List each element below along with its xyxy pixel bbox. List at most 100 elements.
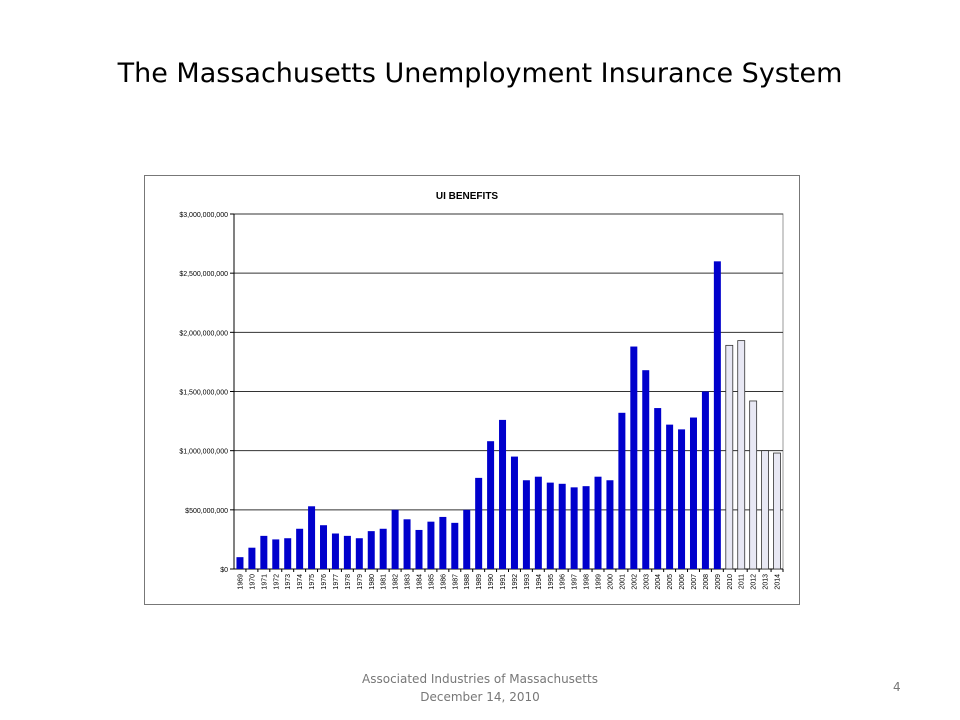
x-tick-label: 1990 bbox=[488, 574, 495, 590]
bar-1980 bbox=[367, 531, 375, 569]
bar-1987 bbox=[451, 522, 459, 569]
bar-1993 bbox=[522, 480, 530, 569]
bar-1985 bbox=[427, 521, 435, 569]
chart-svg: UI BENEFITS $0 $500,000,000 $1,000,000,000… bbox=[179, 191, 784, 590]
bar-1984 bbox=[415, 529, 423, 569]
x-tick-label: 1976 bbox=[321, 574, 328, 590]
bar-1970 bbox=[248, 547, 256, 569]
x-tick-label: 1984 bbox=[416, 574, 423, 590]
x-tick-label: 2003 bbox=[643, 574, 650, 590]
x-tick-label: 1985 bbox=[428, 574, 435, 590]
bar-1986 bbox=[439, 516, 447, 569]
x-tick-label: 1995 bbox=[548, 574, 555, 590]
y-tick-label: $0 bbox=[220, 567, 228, 574]
x-tick-label: 2001 bbox=[619, 574, 626, 590]
bar-projected-2010 bbox=[725, 344, 734, 570]
bar-1978 bbox=[343, 535, 351, 569]
bar-1997 bbox=[570, 487, 578, 569]
x-tick-label: 1973 bbox=[285, 574, 292, 590]
x-tick-label: 2013 bbox=[763, 574, 770, 590]
x-tick-label: 2004 bbox=[655, 574, 662, 590]
x-tick-label: 2010 bbox=[727, 574, 734, 590]
bar-1974 bbox=[296, 528, 304, 569]
bar-1981 bbox=[379, 528, 387, 569]
bar-2005 bbox=[666, 424, 674, 569]
x-tick-label: 1977 bbox=[333, 574, 340, 590]
y-tick-label: $2,500,000,000 bbox=[179, 271, 228, 278]
bar-projected-2011 bbox=[737, 340, 746, 570]
bar-1994 bbox=[534, 476, 542, 569]
x-tick-label: 1981 bbox=[381, 574, 388, 590]
bar-projected-2014 bbox=[773, 452, 781, 570]
x-tick-label: 1978 bbox=[345, 574, 352, 590]
x-tick-label: 1975 bbox=[309, 574, 316, 590]
y-tick-label: $2,000,000,000 bbox=[179, 330, 228, 337]
bar-1988 bbox=[463, 509, 471, 569]
y-tick-label: $500,000,000 bbox=[185, 508, 228, 515]
bar-projected-2013 bbox=[761, 450, 769, 570]
x-tick-label: 2005 bbox=[667, 574, 674, 590]
x-tick-label: 1993 bbox=[524, 574, 531, 590]
x-tick-label: 1999 bbox=[596, 574, 603, 590]
x-tick-label: 1997 bbox=[572, 574, 579, 590]
page-number: 4 bbox=[893, 680, 901, 694]
bar-2008 bbox=[701, 391, 709, 569]
x-tick-label: 1986 bbox=[440, 574, 447, 590]
bar-1983 bbox=[403, 519, 411, 569]
x-tick-label: 1979 bbox=[357, 574, 364, 590]
bar-1973 bbox=[284, 538, 292, 569]
x-tick-label: 1998 bbox=[584, 574, 591, 590]
x-tick-label: 1972 bbox=[273, 574, 280, 590]
bar-1972 bbox=[272, 539, 280, 569]
y-tick-label: $1,000,000,000 bbox=[179, 449, 228, 456]
bar-1992 bbox=[510, 456, 518, 569]
bar-1982 bbox=[391, 509, 399, 569]
x-tick-label: 2002 bbox=[631, 574, 638, 590]
x-tick-label: 1969 bbox=[237, 574, 244, 590]
bar-1971 bbox=[260, 535, 268, 569]
ui-benefits-chart: UI BENEFITS $0 $500,000,000 $1,000,000,000… bbox=[144, 175, 800, 605]
x-tick-label: 1996 bbox=[560, 574, 567, 590]
bar-2004 bbox=[654, 408, 662, 569]
bar-2001 bbox=[618, 412, 626, 569]
x-tick-label: 2014 bbox=[775, 574, 782, 590]
bar-2009 bbox=[713, 261, 721, 569]
bar-2002 bbox=[630, 346, 638, 569]
bar-2007 bbox=[689, 417, 697, 569]
bar-1969 bbox=[236, 557, 244, 569]
bar-1999 bbox=[594, 476, 602, 569]
x-tick-label: 1989 bbox=[476, 574, 483, 590]
x-tick-label: 2011 bbox=[739, 574, 746, 589]
bar-2000 bbox=[606, 480, 614, 569]
bar-1998 bbox=[582, 486, 590, 569]
x-tick-label: 1971 bbox=[261, 574, 268, 590]
x-tick-label: 2012 bbox=[751, 574, 758, 590]
x-tick-label: 1974 bbox=[297, 574, 304, 590]
bar-1977 bbox=[331, 533, 339, 569]
bar-2003 bbox=[642, 370, 650, 569]
bar-1995 bbox=[546, 482, 554, 569]
bar-1989 bbox=[475, 477, 483, 569]
footer-date: December 14, 2010 bbox=[420, 690, 540, 704]
x-tick-label: 2000 bbox=[607, 574, 614, 590]
x-tick-label: 2008 bbox=[703, 574, 710, 590]
bar-2006 bbox=[678, 429, 686, 569]
bar-1979 bbox=[355, 538, 363, 569]
x-tick-label: 2009 bbox=[715, 574, 722, 590]
x-tick-label: 1994 bbox=[536, 574, 543, 590]
slide-title: The Massachusetts Unemployment Insurance… bbox=[117, 58, 843, 89]
bar-1975 bbox=[308, 506, 316, 569]
y-tick-label: $3,000,000,000 bbox=[179, 212, 228, 219]
x-tick-label: 1987 bbox=[452, 574, 459, 590]
bar-1991 bbox=[499, 419, 507, 569]
x-tick-label: 1991 bbox=[500, 574, 507, 590]
x-tick-label: 1983 bbox=[405, 574, 412, 590]
x-tick-label: 1970 bbox=[249, 574, 256, 590]
x-tick-label: 1988 bbox=[464, 574, 471, 590]
footer: Associated Industries of Massachusetts D… bbox=[0, 670, 960, 706]
footer-organization: Associated Industries of Massachusetts bbox=[362, 672, 598, 686]
bar-1976 bbox=[320, 525, 328, 569]
bar-1996 bbox=[558, 483, 566, 569]
bar-projected-2012 bbox=[749, 400, 758, 570]
y-tick-label: $1,500,000,000 bbox=[179, 390, 228, 397]
